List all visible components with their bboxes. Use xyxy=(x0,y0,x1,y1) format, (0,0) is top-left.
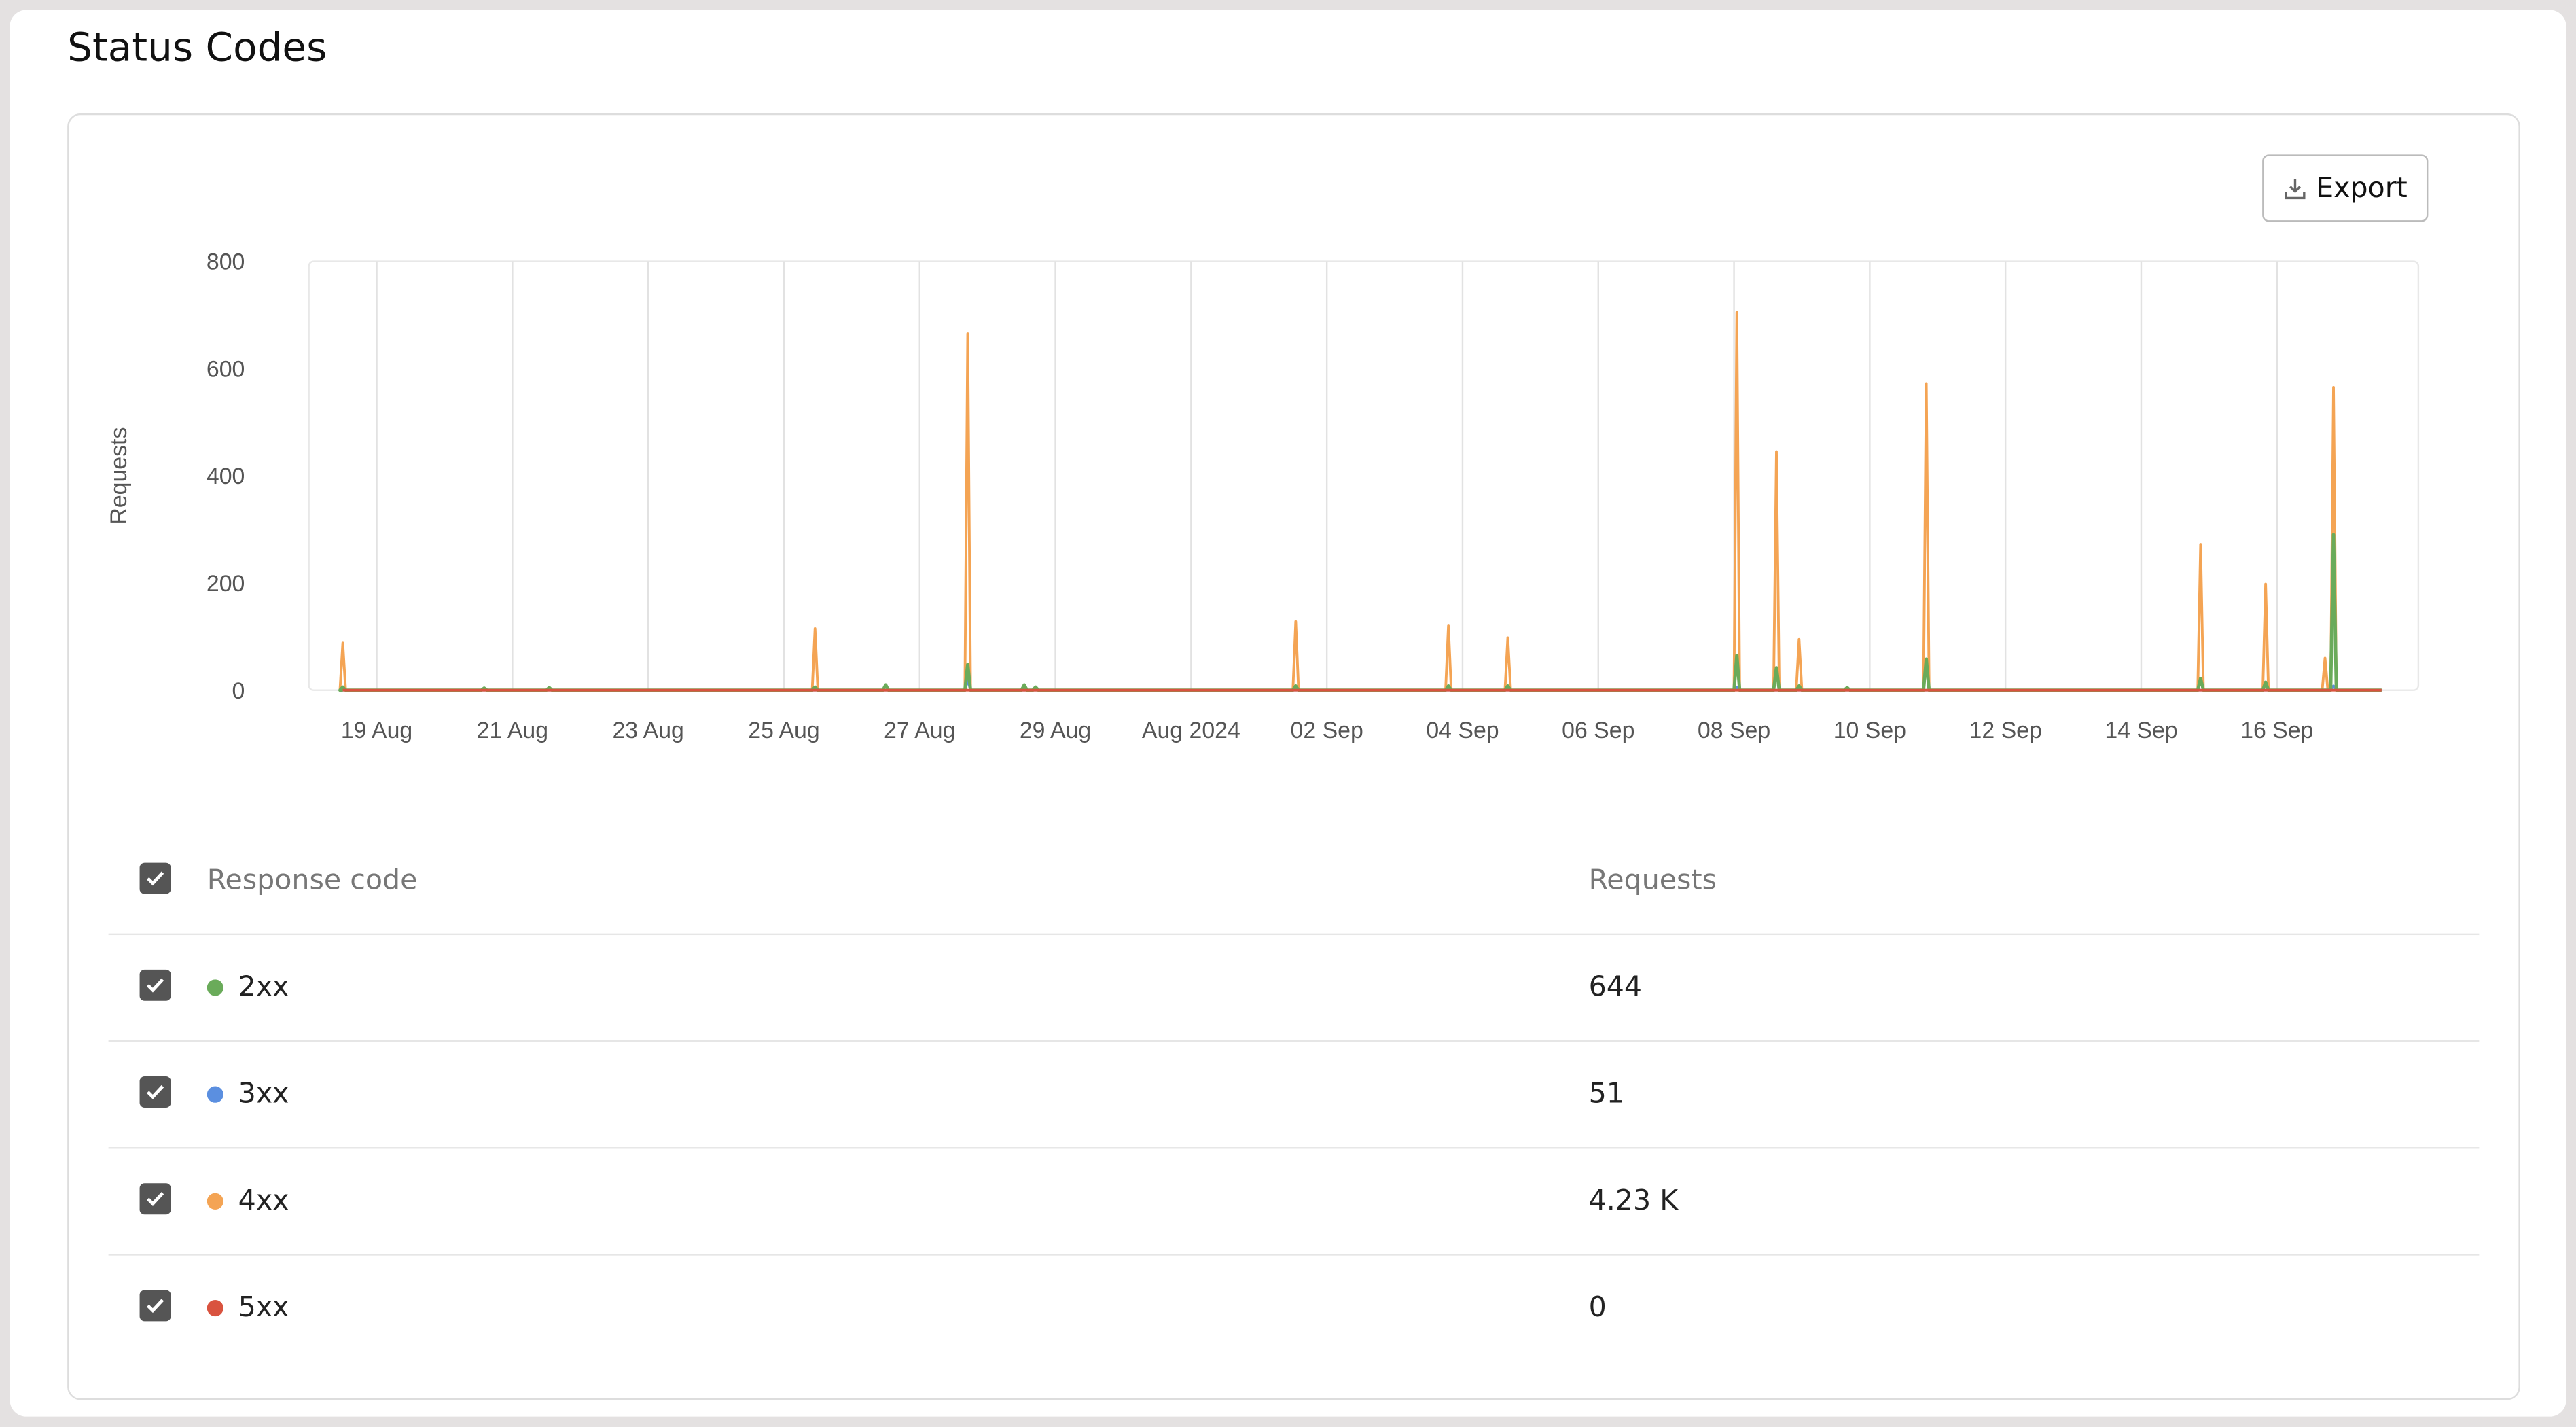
download-icon xyxy=(2284,178,2305,198)
export-button[interactable]: Export xyxy=(2262,154,2429,222)
y-tick-label: 400 xyxy=(207,463,245,489)
check-icon xyxy=(146,1299,164,1314)
request-count: 4.23 K xyxy=(1588,1184,1679,1218)
x-tick-label: 23 Aug xyxy=(612,718,683,743)
series-color-dot xyxy=(207,1299,223,1317)
x-tick-label: 16 Sep xyxy=(2240,718,2313,743)
status-codes-chart: 19 Aug 21 Aug 23 Aug 25 Aug 27 Aug 29 Aug Aug … xyxy=(106,249,2420,743)
y-tick-label: 600 xyxy=(207,356,245,382)
check-icon xyxy=(146,978,164,993)
request-count: 644 xyxy=(1588,971,1643,1004)
plot-area xyxy=(308,260,2420,691)
response-code: 2xx xyxy=(238,971,289,1004)
export-label: Export xyxy=(2316,171,2408,205)
x-tick-label: 08 Sep xyxy=(1698,718,1770,743)
x-tick-label: 25 Aug xyxy=(748,718,819,743)
x-tick-label: Aug 2024 xyxy=(1142,718,1240,743)
x-tick-label: 04 Sep xyxy=(1426,718,1499,743)
row-checkbox[interactable] xyxy=(139,1290,171,1322)
x-tick-label: 21 Aug xyxy=(477,718,548,743)
y-axis-label: Requests xyxy=(106,427,132,525)
x-tick-label: 19 Aug xyxy=(341,718,412,743)
row-checkbox[interactable] xyxy=(139,1076,171,1108)
series-color-dot xyxy=(207,1193,223,1210)
page-title: Status Codes xyxy=(67,24,327,71)
response-code: 4xx xyxy=(238,1184,289,1218)
response-code: 3xx xyxy=(238,1078,289,1111)
check-icon xyxy=(146,1192,164,1206)
header-response-code: Response code xyxy=(207,864,418,898)
check-icon xyxy=(146,871,164,886)
table-row: 3xx 51 xyxy=(108,1040,2480,1149)
page: Status Codes Export 19 Aug 21 Aug 23 Aug 25… xyxy=(10,10,2566,1417)
x-tick-label: 10 Sep xyxy=(1833,718,1906,743)
x-tick-label: 12 Sep xyxy=(1969,718,2042,743)
series-line-4xx xyxy=(338,311,2382,692)
x-tick-label: 02 Sep xyxy=(1291,718,1363,743)
y-tick-label: 0 xyxy=(232,678,245,704)
select-all-checkbox[interactable] xyxy=(139,862,171,894)
request-count: 0 xyxy=(1588,1291,1607,1325)
request-count: 51 xyxy=(1588,1078,1624,1111)
series-color-dot xyxy=(207,1086,223,1103)
y-tick-label: 800 xyxy=(207,249,245,275)
x-tick-label: 29 Aug xyxy=(1020,718,1091,743)
table-row: 5xx 0 xyxy=(109,1254,2480,1360)
row-checkbox[interactable] xyxy=(139,1183,171,1215)
series-color-dot xyxy=(207,979,223,996)
table-header: Response code Requests xyxy=(108,826,2480,936)
series-line-2xx xyxy=(338,533,2382,692)
table-row: 2xx 644 xyxy=(108,934,2480,1042)
y-tick-label: 200 xyxy=(207,571,245,597)
check-icon xyxy=(146,1085,164,1099)
header-requests: Requests xyxy=(1588,864,1717,898)
x-tick-label: 14 Sep xyxy=(2105,718,2177,743)
table-row: 4xx 4.23 K xyxy=(108,1147,2480,1256)
x-tick-label: 27 Aug xyxy=(884,718,955,743)
x-tick-label: 06 Sep xyxy=(1562,718,1634,743)
status-codes-card xyxy=(67,113,2520,1400)
row-checkbox[interactable] xyxy=(139,969,171,1001)
response-code: 5xx xyxy=(238,1291,289,1325)
